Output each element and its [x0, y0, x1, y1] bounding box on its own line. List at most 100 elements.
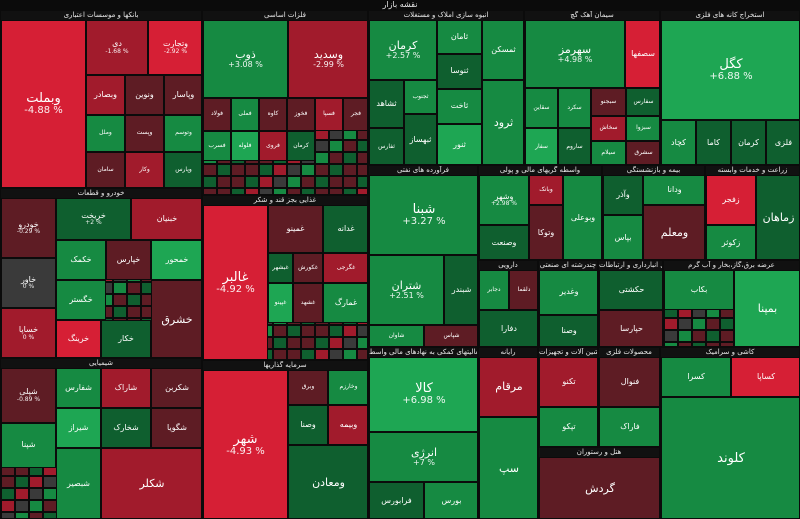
- stock-tile[interactable]: دفارا: [479, 310, 537, 346]
- stock-tile[interactable]: وخارزم: [328, 370, 367, 405]
- stock-tile[interactable]: مرقام: [479, 357, 537, 417]
- stock-tile[interactable]: ثفارس: [369, 128, 404, 164]
- stock-tile[interactable]: شگویا: [151, 408, 201, 448]
- stock-tile[interactable]: وشهر +2.98 %: [479, 175, 529, 225]
- stock-tile[interactable]: سکرد: [558, 88, 591, 128]
- stock-tile[interactable]: تپکو: [539, 407, 597, 446]
- stock-tile[interactable]: فروی: [259, 131, 287, 161]
- stock-tile[interactable]: فسپا: [315, 98, 343, 131]
- stock-tile[interactable]: کساپا: [731, 357, 799, 397]
- stock-tile[interactable]: وبرق: [288, 370, 328, 405]
- stock-tile[interactable]: ثجنوب: [404, 80, 437, 114]
- stock-tile[interactable]: فنوال: [599, 357, 659, 407]
- stock-tile[interactable]: وبوعلی: [563, 175, 601, 259]
- stock-tile[interactable]: کلوند: [661, 397, 799, 518]
- stock-tile[interactable]: شپاس: [424, 325, 477, 346]
- stock-tile[interactable]: کاوه: [259, 98, 287, 131]
- stock-tile[interactable]: غمینو: [268, 205, 323, 253]
- stock-tile[interactable]: شخارک: [101, 408, 151, 448]
- stock-tile[interactable]: بکاب: [664, 270, 734, 310]
- stock-tile[interactable]: حپارسا: [599, 310, 662, 346]
- stock-tile[interactable]: فلوله: [231, 131, 259, 161]
- stock-tile[interactable]: وپاسار: [164, 75, 201, 115]
- stock-tile[interactable]: غپینو: [268, 283, 293, 323]
- stock-tile[interactable]: وتوسم: [164, 115, 201, 152]
- stock-tile[interactable]: شیراز: [56, 408, 101, 448]
- stock-tile[interactable]: سفار: [525, 128, 558, 164]
- stock-tile[interactable]: سپ: [479, 417, 537, 518]
- stock-tile[interactable]: ثنوسا: [437, 54, 482, 89]
- stock-tile[interactable]: کالا +6.98 %: [369, 357, 477, 432]
- stock-tile[interactable]: خشرق: [151, 280, 201, 357]
- stock-tile[interactable]: ثشاهد: [369, 80, 404, 128]
- stock-tile[interactable]: کچاد: [661, 120, 696, 164]
- stock-tile[interactable]: وبانک: [529, 175, 563, 205]
- stock-tile[interactable]: وبملت -4.88 %: [1, 20, 86, 187]
- stock-tile[interactable]: حکشتی: [599, 270, 662, 310]
- stock-tile[interactable]: ودانا: [643, 175, 704, 205]
- stock-tile[interactable]: کرمان: [731, 120, 766, 164]
- stock-tile[interactable]: شکلر: [101, 448, 201, 518]
- stock-tile[interactable]: بپاس: [603, 215, 643, 259]
- stock-tile[interactable]: وبصادر: [86, 75, 125, 115]
- stock-tile[interactable]: شبصیر: [56, 448, 101, 518]
- stock-tile[interactable]: کاما: [696, 120, 731, 164]
- stock-tile[interactable]: سصفها: [625, 20, 659, 88]
- stock-tile[interactable]: شهر -4.93 %: [203, 370, 288, 518]
- stock-tile[interactable]: فاراک: [599, 407, 659, 446]
- stock-tile[interactable]: فلزی: [766, 120, 799, 164]
- stock-tile[interactable]: فجر: [343, 98, 367, 131]
- stock-tile[interactable]: گردش: [539, 457, 659, 518]
- stock-tile[interactable]: سفارس: [626, 88, 659, 116]
- stock-tile[interactable]: کرمان +2.57 %: [369, 20, 437, 80]
- stock-tile[interactable]: ثامان: [437, 20, 482, 54]
- stock-tile[interactable]: فرابورس: [369, 482, 424, 518]
- stock-tile[interactable]: خکمک: [56, 240, 106, 280]
- stock-tile[interactable]: زفجر: [706, 175, 756, 225]
- stock-tile[interactable]: فخوز: [287, 98, 315, 131]
- stock-tile[interactable]: کرمان: [287, 131, 315, 161]
- stock-tile[interactable]: زکوثر: [706, 225, 756, 259]
- stock-tile[interactable]: خپارس: [106, 240, 151, 280]
- stock-tile[interactable]: سیلام: [591, 141, 626, 164]
- stock-tile[interactable]: خکار: [101, 320, 151, 357]
- stock-tile[interactable]: وکار: [125, 152, 164, 187]
- stock-tile[interactable]: ثنور: [437, 124, 482, 164]
- stock-tile[interactable]: غمارگ: [323, 283, 367, 323]
- stock-tile[interactable]: وسدید -2.99 %: [288, 20, 367, 98]
- stock-tile[interactable]: وملل: [86, 115, 125, 152]
- stock-tile[interactable]: ثمسکن: [482, 20, 523, 80]
- stock-tile[interactable]: خودرو -0.29 %: [1, 198, 56, 258]
- stock-tile[interactable]: سشرق: [626, 141, 659, 164]
- stock-tile[interactable]: دلقما: [509, 270, 537, 310]
- stock-tile[interactable]: غشهد: [293, 283, 323, 323]
- stock-tile[interactable]: سبزوا: [626, 116, 659, 141]
- stock-tile[interactable]: وپارس: [164, 152, 201, 187]
- stock-tile[interactable]: ذوب +3.08 %: [203, 20, 288, 98]
- stock-tile[interactable]: ثاخت: [437, 89, 482, 124]
- stock-tile[interactable]: کسرا: [661, 357, 731, 397]
- stock-tile[interactable]: ومعادن: [288, 445, 367, 518]
- stock-tile[interactable]: ونوین: [125, 75, 164, 115]
- stock-tile[interactable]: فسرب: [203, 131, 231, 161]
- stock-tile[interactable]: ثرود: [482, 80, 523, 164]
- stock-tile[interactable]: شفارس: [56, 368, 101, 408]
- stock-tile[interactable]: وآذر: [603, 175, 643, 215]
- stock-tile[interactable]: سقاین: [525, 88, 558, 128]
- stock-tile[interactable]: غالبر -4.92 %: [203, 205, 268, 359]
- stock-tile[interactable]: شاراک: [101, 368, 151, 408]
- stock-tile[interactable]: غدانه: [323, 205, 367, 253]
- stock-tile[interactable]: وصنعت: [479, 225, 529, 259]
- stock-tile[interactable]: شاوان: [369, 325, 424, 346]
- stock-tile[interactable]: غکورش: [293, 253, 323, 283]
- stock-tile[interactable]: وغدیر: [539, 270, 597, 315]
- stock-tile[interactable]: فولاد: [203, 98, 231, 131]
- stock-tile[interactable]: خاور 0 %: [1, 258, 56, 308]
- stock-tile[interactable]: خگستر: [56, 280, 106, 320]
- stock-tile[interactable]: سخاش: [591, 116, 626, 141]
- stock-tile[interactable]: شپلی -0.89 %: [1, 368, 56, 423]
- stock-tile[interactable]: سهرمز +4.98 %: [525, 20, 625, 88]
- stock-tile[interactable]: شبنا +3.27 %: [369, 175, 477, 255]
- stock-tile[interactable]: بمپنا: [734, 270, 799, 346]
- stock-tile[interactable]: خبنیان: [131, 198, 201, 240]
